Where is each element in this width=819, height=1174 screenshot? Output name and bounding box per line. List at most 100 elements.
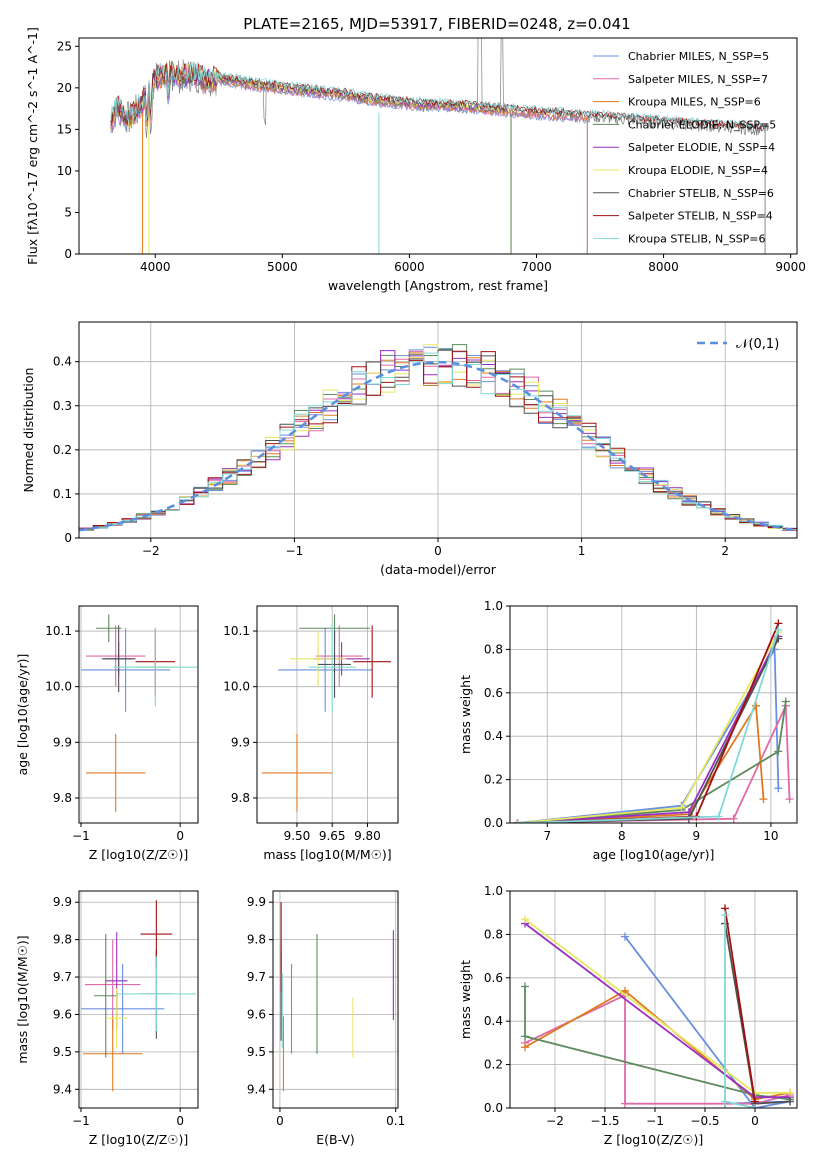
x-axis-label: Z [log10(Z/Z☉)] <box>89 847 189 862</box>
plus-marker <box>781 697 790 706</box>
legend-label: Chabrier STELIB, N_SSP=6 <box>628 187 774 200</box>
y-tick-label: 0.0 <box>484 1101 503 1115</box>
age-vs-metallicity-panel: −1 0 9.8 9.9 10.0 10.1 Z [log10(Z/Z☉)] age [log… <box>15 605 199 862</box>
plus-marker <box>677 803 686 812</box>
y-tick-label: 9.5 <box>247 1045 266 1059</box>
x-axis-label: mass [log10(M/M☉)] <box>263 847 391 862</box>
y-tick-label: 1.0 <box>484 884 503 898</box>
mass-weight-line <box>517 629 780 823</box>
plus-marker <box>759 795 768 804</box>
x-tick-label: −1 <box>646 1114 664 1128</box>
axes-frame <box>78 605 199 824</box>
mass-weight-line <box>517 635 780 823</box>
x-tick-label: 8000 <box>648 260 679 274</box>
y-tick-label: 9.8 <box>53 933 72 947</box>
mass-weight-line <box>517 623 780 823</box>
x-tick-label: 9.80 <box>354 829 381 843</box>
y-axis-label: mass [log10(M/M☉)] <box>15 935 30 1063</box>
plus-marker <box>721 910 729 919</box>
plus-marker <box>521 982 529 991</box>
legend-label: Kroupa MILES, N_SSP=6 <box>628 96 761 109</box>
mass-weight-line <box>517 638 780 823</box>
plus-marker <box>521 915 529 924</box>
x-tick-label: −1.5 <box>590 1114 619 1128</box>
y-tick-label: 0.3 <box>53 399 72 413</box>
y-tick-label: 0.8 <box>484 642 503 656</box>
mass-weight-line <box>517 631 780 823</box>
plus-marker <box>714 812 723 821</box>
plot-area <box>521 904 794 1108</box>
histogram-step-line <box>79 352 797 531</box>
x-tick-label: −2 <box>142 544 160 558</box>
x-tick-label: 0 <box>176 829 184 843</box>
plus-marker <box>751 1104 759 1108</box>
legend-label: Salpeter MILES, N_SSP=7 <box>628 73 768 86</box>
plus-marker <box>786 1088 794 1097</box>
x-tick-label: 7000 <box>521 260 552 274</box>
figure-title: PLATE=2165, MJD=53917, FIBERID=0248, z=0… <box>243 15 630 33</box>
plot-area <box>261 614 391 812</box>
mass-weight-line <box>524 986 791 1101</box>
x-axis-label: Z [log10(Z/Z☉)] <box>89 1132 189 1147</box>
y-tick-label: 0.6 <box>484 686 503 700</box>
legend-label: Kroupa ELODIE, N_SSP=4 <box>628 164 768 177</box>
mass-weight-line <box>724 908 756 1102</box>
y-tick-label: 15 <box>57 122 72 136</box>
y-axis-label: Flux [fλ10^-17 erg cm^-2 s^-1 A^-1] <box>25 27 40 265</box>
x-tick-label: 0.1 <box>386 1114 405 1128</box>
x-tick-label: −2 <box>546 1114 564 1128</box>
axes-frame <box>256 605 399 824</box>
x-axis-label: E(B-V) <box>316 1132 355 1147</box>
mass-vs-extinction-panel: 0 0.1 9.4 9.5 9.6 9.7 9.8 9.9 E(B-V) <box>247 890 405 1147</box>
x-tick-label: −1 <box>72 829 90 843</box>
legend-label: Salpeter STELIB, N_SSP=4 <box>628 210 773 223</box>
y-tick-label: 10.1 <box>45 624 72 638</box>
x-axis-label: (data-model)/error <box>380 562 497 577</box>
plot-area <box>80 900 197 1092</box>
mass-weight-line <box>517 646 780 823</box>
y-tick-label: 1.0 <box>484 599 503 613</box>
x-tick-label: 8 <box>618 829 626 843</box>
y-tick-label: 9.9 <box>247 895 266 909</box>
y-tick-label: 9.6 <box>247 1007 266 1021</box>
y-tick-label: 9.9 <box>53 735 72 749</box>
x-tick-label: 9.50 <box>284 829 311 843</box>
axes-frame <box>509 605 798 824</box>
y-axis-label: mass weight <box>458 960 473 1039</box>
plot-area <box>513 619 794 823</box>
legend-label: Kroupa STELIB, N_SSP=6 <box>628 232 766 245</box>
x-tick-label: 1 <box>578 544 586 558</box>
legend-label: Chabrier ELODIE, N_SSP=5 <box>628 118 776 131</box>
x-tick-label: 5000 <box>267 260 298 274</box>
legend-label: 𝒩(0,1) <box>736 337 779 352</box>
y-tick-label: 0.2 <box>484 773 503 787</box>
residual-histogram-panel: −2 −1 0 1 2 0 0.1 0.2 0.3 0.4 (data-model)/error No… <box>21 321 798 577</box>
y-tick-label: 5 <box>64 205 72 219</box>
model-spectrum-line <box>110 61 766 254</box>
axes-frame <box>509 890 798 1109</box>
y-tick-label: 20 <box>57 81 72 95</box>
plus-marker <box>721 1097 729 1106</box>
x-tick-label: 0 <box>176 1114 184 1128</box>
x-tick-label: 6000 <box>394 260 425 274</box>
y-tick-label: 10.0 <box>45 680 72 694</box>
y-tick-label: 0 <box>64 247 72 261</box>
normal-reference-curve <box>79 360 797 532</box>
y-tick-label: 0.4 <box>53 355 72 369</box>
x-axis-label: wavelength [Angstrom, rest frame] <box>328 278 548 293</box>
x-tick-label: 9 <box>693 829 701 843</box>
y-tick-label: 0.2 <box>484 1058 503 1072</box>
legend-label: Chabrier MILES, N_SSP=5 <box>628 50 769 63</box>
plus-marker <box>774 625 783 634</box>
plus-marker <box>774 747 783 756</box>
y-tick-label: 10.0 <box>223 680 250 694</box>
plus-marker <box>785 795 794 804</box>
y-tick-label: 9.9 <box>53 895 72 909</box>
spectrum-panel: 4000 5000 6000 7000 8000 9000 0 5 10 15 20 25 wavele… <box>25 27 806 293</box>
plot-area <box>280 902 394 1092</box>
x-tick-label: 9000 <box>775 260 806 274</box>
y-axis-label: Normed distribution <box>21 368 36 493</box>
axes-frame <box>272 890 399 1109</box>
y-axis-label: mass weight <box>458 675 473 754</box>
x-axis-label: Z [log10(Z/Z☉)] <box>604 1132 704 1147</box>
